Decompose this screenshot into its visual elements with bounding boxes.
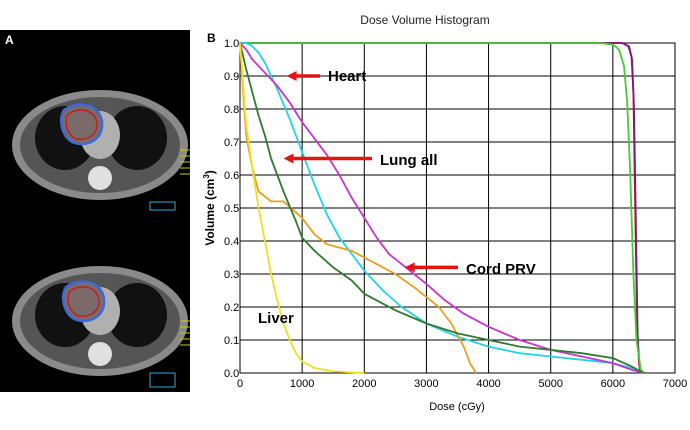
y-tick-label: 0.5 bbox=[224, 203, 239, 215]
x-tick-label: 3000 bbox=[414, 378, 438, 390]
series bbox=[239, 42, 645, 374]
y-axis-label-main: Volume (cm bbox=[203, 179, 217, 246]
annotations: Heart Lung all Cord PRV Liver bbox=[258, 68, 536, 327]
chart-title: Dose Volume Histogram bbox=[360, 13, 489, 27]
annotation-cord-prv: Cord PRV bbox=[466, 261, 536, 278]
y-tick-label: 0.2 bbox=[224, 302, 239, 314]
annotation-lung-all: Lung all bbox=[380, 152, 438, 169]
grid bbox=[240, 43, 675, 373]
x-tick-label: 1000 bbox=[290, 378, 314, 390]
x-tick-label: 7000 bbox=[663, 378, 687, 390]
arrowhead-lung-all bbox=[283, 153, 294, 164]
y-tick-label: 0.9 bbox=[224, 71, 239, 83]
x-tick-label: 0 bbox=[237, 378, 243, 390]
series-line-cord-prv bbox=[239, 42, 477, 374]
y-tick-label: 0.0 bbox=[224, 368, 239, 380]
annotation-liver: Liver bbox=[258, 310, 294, 327]
y-axis-label: Volume (cm3) bbox=[202, 170, 217, 246]
panel-a-label: A bbox=[5, 33, 14, 47]
y-tick-label: 0.8 bbox=[224, 104, 239, 116]
panel-b-label: B bbox=[207, 31, 216, 45]
tick-labels: 0 1000 2000 3000 4000 5000 6000 7000 0.0 0.1 0.2 0.… bbox=[224, 38, 687, 390]
arrowhead-cord-prv bbox=[404, 262, 415, 273]
ct-scan-top bbox=[0, 30, 190, 211]
series-line-lung-all bbox=[239, 42, 645, 374]
x-axis-label: Dose (cGy) bbox=[429, 401, 485, 413]
annotation-heart: Heart bbox=[328, 68, 366, 85]
x-tick-label: 4000 bbox=[476, 378, 500, 390]
y-tick-label: 1.0 bbox=[224, 38, 239, 50]
arrowhead-heart bbox=[286, 71, 297, 81]
y-axis-label-close: ) bbox=[203, 170, 217, 174]
series-line-liver bbox=[239, 42, 365, 374]
x-tick-label: 2000 bbox=[352, 378, 376, 390]
y-tick-label: 0.4 bbox=[224, 236, 239, 248]
ct-scan-bottom bbox=[0, 211, 190, 392]
y-axis-label-sup: 3 bbox=[202, 174, 211, 179]
y-tick-label: 0.6 bbox=[224, 170, 239, 182]
dvh-chart: Dose Volume Histogram B 0 1000 2000 3000 400… bbox=[202, 13, 687, 413]
y-tick-label: 0.7 bbox=[224, 137, 239, 149]
series-line-target-green bbox=[240, 42, 645, 374]
series-line-target-purple bbox=[240, 42, 642, 374]
x-tick-label: 5000 bbox=[538, 378, 562, 390]
x-tick-label: 6000 bbox=[601, 378, 625, 390]
series-line-heart bbox=[240, 42, 645, 374]
ct-image-panel: A bbox=[0, 30, 190, 392]
y-tick-label: 0.1 bbox=[224, 335, 239, 347]
series-line-dark-green bbox=[239, 42, 645, 374]
y-tick-label: 0.3 bbox=[224, 269, 239, 281]
